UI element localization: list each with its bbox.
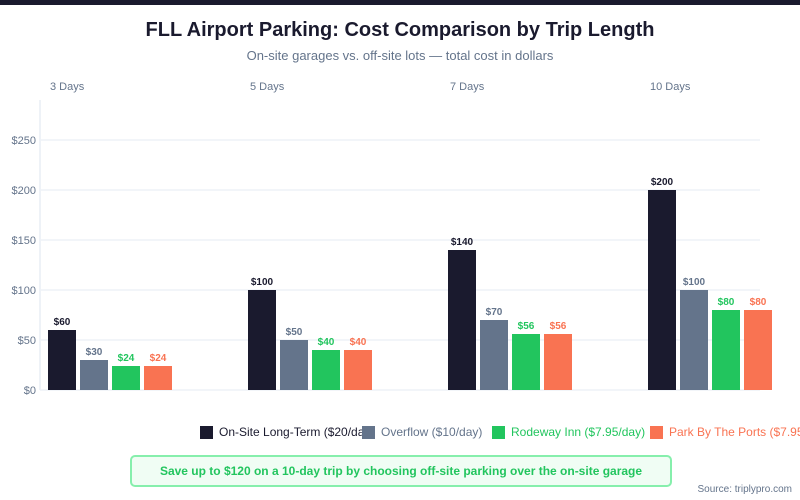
y-tick-label: $100 [12,285,36,297]
y-tick-label: $50 [18,335,36,347]
legend-swatch [650,425,663,439]
category-label: 5 Days [250,81,285,93]
legend-item: Rodeway Inn ($7.95/day) [492,425,645,439]
data-label: $80 [750,297,767,308]
data-label: $40 [350,337,367,348]
legend-label: Rodeway Inn ($7.95/day) [511,425,646,439]
legend-swatch [362,425,375,439]
bar [712,310,740,390]
y-tick-label: $250 [12,135,36,147]
category-label: 10 Days [650,81,691,93]
data-label: $70 [486,307,503,318]
top-bar [0,0,800,5]
data-label: $60 [54,317,71,328]
y-tick-label: $200 [12,185,36,197]
y-tick-label: $150 [12,235,36,247]
data-label: $56 [518,321,535,332]
data-label: $24 [150,353,167,364]
bar [448,250,476,390]
bar [648,190,676,390]
data-label: $100 [683,277,706,288]
bar [48,330,76,390]
legend-label: Overflow ($10/day) [381,425,483,439]
bar [744,310,772,390]
source-note: Source: triplypro.com [697,484,792,495]
bar [544,334,572,390]
bar [112,366,140,390]
data-label: $40 [318,337,335,348]
data-label: $200 [651,177,674,188]
legend-swatch [200,425,213,439]
bar [248,290,276,390]
data-label: $24 [118,353,135,364]
category-label: 3 Days [50,81,85,93]
bar [680,290,708,390]
data-label: $80 [718,297,735,308]
bar [344,350,372,390]
legend-item: On-Site Long-Term ($20/day) [200,425,374,439]
legend-label: On-Site Long-Term ($20/day) [219,425,375,439]
bar [80,360,108,390]
legend-item: Overflow ($10/day) [362,425,482,439]
data-label: $140 [451,237,474,248]
y-tick-label: $0 [24,385,36,397]
bar [480,320,508,390]
category-label: 7 Days [450,81,485,93]
savings-callout: Save up to $120 on a 10-day trip by choo… [130,455,672,487]
legend-item: Park By The Ports ($7.95/day) [650,425,800,439]
data-label: $56 [550,321,567,332]
data-label: $100 [251,277,274,288]
data-label: $30 [86,347,103,358]
chart-subtitle: On-site garages vs. off-site lots — tota… [246,48,554,63]
bar-chart: $0 $50 $100 $150 $200 $250 3 Days $60 $30 $24 $24 5… [12,81,772,397]
bar [280,340,308,390]
chart-title: FLL Airport Parking: Cost Comparison by … [145,19,655,41]
bar [512,334,540,390]
bar [144,366,172,390]
legend-swatch [492,425,505,439]
legend-label: Park By The Ports ($7.95/day) [669,425,800,439]
bar [312,350,340,390]
data-label: $50 [286,327,303,338]
